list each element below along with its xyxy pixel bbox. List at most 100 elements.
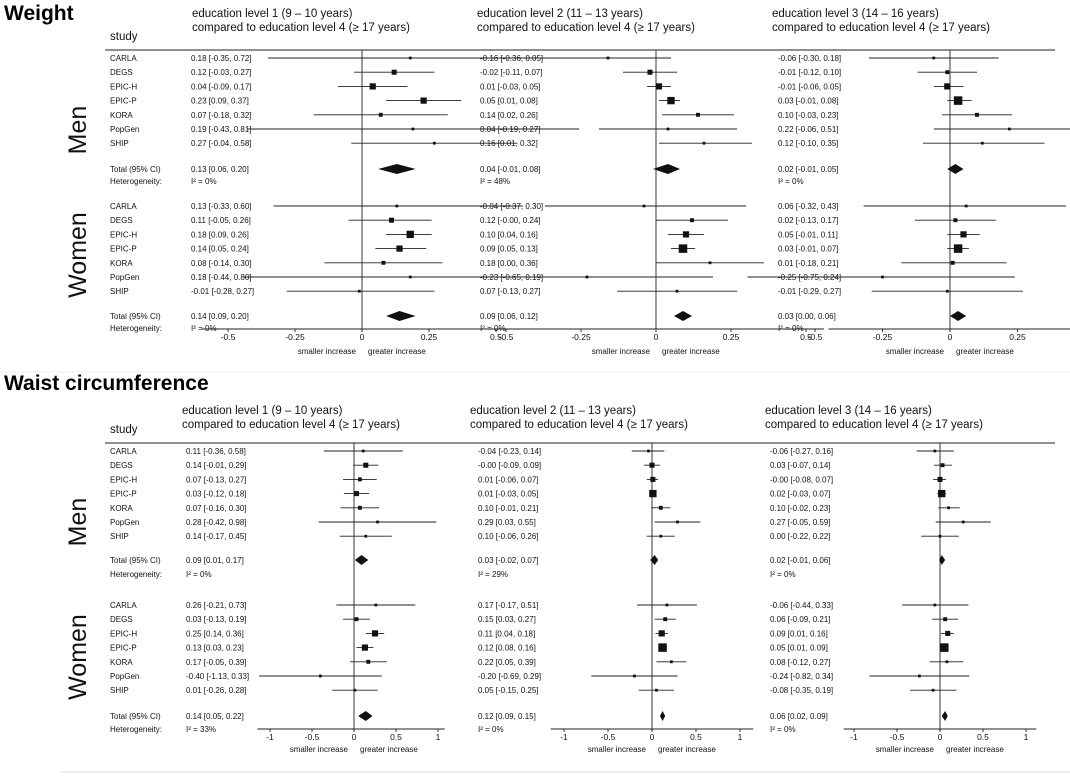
estimate-label: 0.01 [-0.18, 0.21] <box>778 259 839 268</box>
estimate-label: -0.06 [-0.44, 0.33] <box>770 601 833 610</box>
x-tick-label: 1 <box>738 732 743 742</box>
estimate-square <box>964 204 968 208</box>
estimate-label: 0.28 [-0.42, 0.98] <box>186 518 247 527</box>
estimate-square <box>650 476 656 482</box>
estimate-label: 0.26 [-0.21, 0.73] <box>186 601 247 610</box>
estimate-label: 0.01 [-0.06, 0.07] <box>478 475 539 484</box>
total-estimate-label: 0.03 [-0.02, 0.07] <box>478 556 539 565</box>
estimate-label: -0.00 [-0.09, 0.09] <box>478 461 541 470</box>
estimate-label: 0.12 [-0.03, 0.27] <box>191 68 252 77</box>
study-label: SHIP <box>110 139 129 148</box>
panel-1: education level 2 (11 – 13 years) compare… <box>470 405 754 754</box>
pooled-diamond <box>650 555 659 565</box>
estimate-label: 0.17 [-0.05, 0.39] <box>186 658 247 667</box>
estimate-square <box>647 69 653 75</box>
estimate-label: 0.09 [0.01, 0.16] <box>770 629 828 638</box>
estimate-label: 0.16 [0.01, 0.32] <box>480 139 538 148</box>
estimate-square <box>361 644 369 651</box>
heterogeneity-label: Heterogeneity: <box>110 177 162 186</box>
group-label-men: Men <box>64 106 92 155</box>
x-tick-label: -0.5 <box>499 332 514 342</box>
total-estimate-label: 0.03 [0.00, 0.06] <box>778 312 836 321</box>
estimate-square <box>353 688 357 692</box>
heterogeneity-label: Heterogeneity: <box>110 570 162 579</box>
estimate-square <box>669 660 673 664</box>
estimate-label: 0.10 [-0.06, 0.26] <box>478 532 539 541</box>
estimate-square <box>658 643 667 652</box>
x-tick-label: -1 <box>266 732 274 742</box>
estimate-label: 0.12 [-0.00, 0.24] <box>480 216 541 225</box>
estimate-label: 0.03 [-0.07, 0.14] <box>770 461 831 470</box>
estimate-square <box>432 141 436 145</box>
estimate-label: -0.25 [-0.75, 0.24] <box>778 273 841 282</box>
pooled-diamond <box>653 164 680 174</box>
estimate-label: 0.12 [0.08, 0.16] <box>478 644 536 653</box>
pooled-diamond <box>378 164 416 174</box>
estimate-label: -0.04 [-0.37, 0.30] <box>480 202 543 211</box>
x-tick-label: -0.25 <box>571 332 591 342</box>
total-estimate-label: 0.14 [0.05, 0.22] <box>186 712 244 721</box>
panel-header-line2: compared to education level 4 (≥ 17 year… <box>470 419 688 431</box>
estimate-label: 0.18 [-0.44, 0.80] <box>191 273 252 282</box>
estimate-label: 0.23 [0.09, 0.37] <box>191 97 249 106</box>
x-tick-label: -0.5 <box>890 732 905 742</box>
total-label: Total (95% CI) <box>110 312 161 321</box>
panel-header-line2: compared to education level 4 (≥ 17 year… <box>192 22 410 34</box>
estimate-square <box>420 97 427 104</box>
x-tick-label: 0.25 <box>421 332 438 342</box>
estimate-square <box>675 289 679 293</box>
pooled-diamond <box>386 311 416 321</box>
section-title: Waist circumference <box>4 372 209 395</box>
estimate-square <box>960 231 967 238</box>
study-column-header: study <box>110 31 138 43</box>
axis-caption-left: smaller increase <box>876 745 935 754</box>
estimate-label: 0.14 [0.02, 0.26] <box>480 111 538 120</box>
study-label: EPIC-P <box>110 490 137 499</box>
x-tick-label: 0.5 <box>390 732 402 742</box>
total-label: Total (95% CI) <box>110 712 161 721</box>
total-estimate-label: 0.09 [0.01, 0.17] <box>186 556 244 565</box>
study-label: EPIC-P <box>110 644 137 653</box>
group-label-women: Women <box>64 614 92 700</box>
estimate-square <box>364 534 368 538</box>
estimate-square <box>975 112 979 117</box>
estimate-square <box>371 630 379 637</box>
estimate-label: 0.07 [-0.13, 0.27] <box>186 475 247 484</box>
estimate-label: 0.08 [-0.14, 0.30] <box>191 259 252 268</box>
pooled-diamond <box>941 711 948 721</box>
study-label: PopGen <box>110 273 139 282</box>
study-label: CARLA <box>110 601 137 610</box>
estimate-square <box>917 674 921 678</box>
estimate-label: 0.27 [-0.04, 0.58] <box>191 139 252 148</box>
study-label: EPIC-H <box>110 230 137 239</box>
group-label-men: Men <box>64 498 92 547</box>
study-label: CARLA <box>110 447 137 456</box>
estimate-square <box>658 630 665 637</box>
estimate-square <box>933 603 937 607</box>
study-label: SHIP <box>110 686 129 695</box>
study-label: EPIC-P <box>110 245 137 254</box>
study-label: DEGS <box>110 461 133 470</box>
study-label: PopGen <box>110 518 139 527</box>
estimate-label: 0.14 [-0.01, 0.29] <box>186 461 247 470</box>
pooled-diamond <box>659 711 666 721</box>
estimate-square <box>357 289 361 293</box>
estimate-square <box>374 603 378 607</box>
panel-header-line1: education level 3 (14 – 16 years) <box>772 8 939 20</box>
estimate-square <box>376 520 379 524</box>
estimate-label: -0.40 [-1.13, 0.33] <box>186 672 249 681</box>
x-tick-label: 1 <box>436 732 441 742</box>
estimate-label: 0.27 [-0.05, 0.59] <box>770 518 831 527</box>
axis-caption-left: smaller increase <box>588 745 647 754</box>
estimate-square <box>945 630 951 636</box>
estimate-label: 0.01 [-0.03, 0.05] <box>478 490 539 499</box>
study-label: KORA <box>110 259 133 268</box>
estimate-label: 0.02 [-0.03, 0.07] <box>770 490 831 499</box>
heterogeneity-value: I² = 0% <box>478 725 504 734</box>
estimate-square <box>940 643 949 652</box>
estimate-label: 0.18 [0.00, 0.36] <box>480 259 538 268</box>
estimate-label: 0.03 [-0.12, 0.18] <box>186 490 247 499</box>
estimate-label: 0.04 [-0.09, 0.17] <box>191 82 252 91</box>
estimate-label: 0.00 [-0.22, 0.22] <box>770 532 831 541</box>
heterogeneity-value: I² = 48% <box>480 177 510 186</box>
